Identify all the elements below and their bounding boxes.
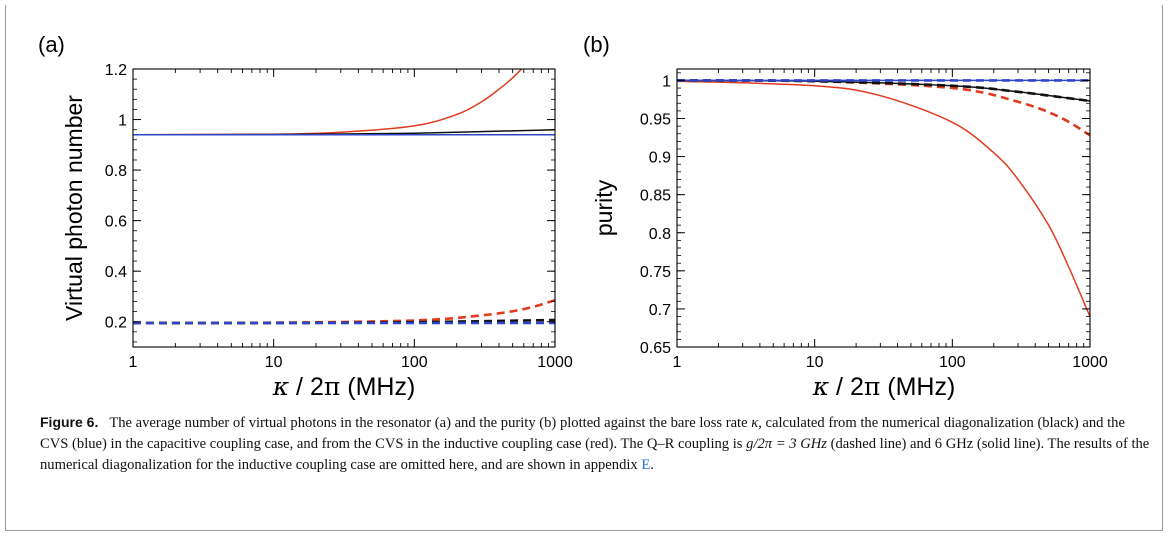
y-axis-label: Virtual photon number (61, 95, 87, 321)
x-tick-label: 10 (265, 354, 283, 371)
x-label-pi: π (864, 372, 880, 401)
dashed-series-line-4 (677, 79, 1090, 103)
dashed-series-line-3 (677, 79, 1090, 137)
panel-label: (b) (583, 32, 610, 57)
caption-coupling-value: g/2π = 3 GHz (746, 436, 827, 452)
chart-panel-1: (a) 1 10 100 1000 0.2 0.4 0.6 0.8 1 1.2 Virtual pho… (38, 32, 573, 401)
x-label-kappa: κ (812, 372, 830, 401)
chart-panel-2: (b) 1 10 100 1000 0.65 0.7 0.75 0.8 0.85 0.9 0.95 1 p… (583, 32, 1108, 401)
y-tick-label: 0.6 (105, 214, 127, 231)
caption-text-4: . (650, 457, 654, 473)
x-tick-label: 1000 (1072, 354, 1108, 371)
y-tick-label: 0.2 (105, 315, 127, 332)
y-tick-label: 1 (662, 73, 671, 90)
y-tick-label: 1.2 (105, 62, 127, 79)
x-label-part: / 2 (829, 373, 864, 401)
y-tick-label: 0.8 (105, 163, 127, 180)
y-tick-label: 0.4 (105, 264, 127, 281)
y-axis-label: purity (591, 179, 617, 236)
caption-text-1: The average number of virtual photons in… (109, 415, 752, 431)
x-tick-label: 100 (939, 354, 966, 371)
y-tick-label: 0.9 (649, 150, 671, 167)
series-group (677, 79, 1090, 317)
caption-text-2: , calculated from the numerical diagonal… (40, 415, 1125, 452)
figure-6-charts: (a) 1 10 100 1000 0.2 0.4 0.6 0.8 1 1.2 Virtual pho… (38, 32, 1108, 401)
x-label-kappa: κ (272, 372, 290, 401)
panel-label: (a) (38, 32, 65, 57)
solid-series-line-0 (133, 69, 523, 136)
figure-caption: Figure 6. The average number of virtual … (40, 412, 1150, 476)
plot-frame (132, 68, 556, 348)
x-tick-label: 1000 (537, 354, 573, 371)
appendix-link[interactable]: E (641, 457, 651, 473)
dashed-series-line-3 (133, 298, 555, 325)
x-tick-label: 1 (673, 354, 682, 371)
y-tick-label: 0.65 (640, 340, 671, 357)
x-label-unit: (MHz) (880, 373, 955, 401)
x-label-part: / 2 (289, 373, 324, 401)
figure-frame (5, 5, 1163, 531)
caption-label: Figure 6. (40, 414, 99, 430)
x-axis-label: κ / 2π (MHz) (272, 372, 416, 401)
y-tick-label: 0.8 (649, 226, 671, 243)
x-tick-label: 1 (129, 354, 138, 371)
x-tick-label: 10 (806, 354, 824, 371)
y-tick-label: 0.95 (640, 112, 671, 129)
caption-kappa: κ (751, 415, 759, 431)
series-group (133, 69, 555, 325)
x-label-unit: (MHz) (340, 373, 415, 401)
y-tick-label: 0.7 (649, 302, 671, 319)
x-axis-label: κ / 2π (MHz) (812, 372, 956, 401)
y-tick-label: 0.75 (640, 264, 671, 281)
solid-series-line-0 (677, 80, 1090, 317)
y-tick-label: 0.85 (640, 188, 671, 205)
plot-frame (676, 68, 1091, 348)
caption-text-3: (dashed line) and 6 GHz (solid line). Th… (40, 436, 1150, 473)
y-tick-label: 1 (118, 113, 127, 130)
x-tick-label: 100 (401, 354, 428, 371)
x-label-pi: π (324, 372, 340, 401)
